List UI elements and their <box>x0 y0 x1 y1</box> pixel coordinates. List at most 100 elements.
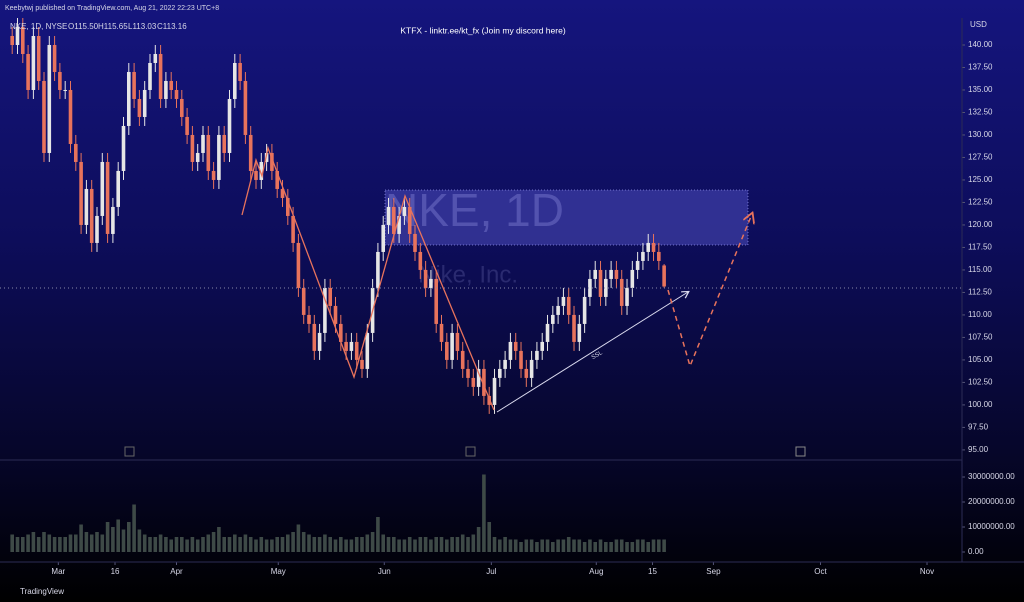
volume-bar <box>503 537 507 552</box>
volume-bar <box>95 532 99 552</box>
legend-high: H115.65 <box>98 22 128 31</box>
volume-bar <box>561 539 566 552</box>
candle-body <box>47 44 52 153</box>
volume-bar <box>609 542 613 552</box>
volume-bar <box>551 542 555 552</box>
candle-body <box>619 278 624 306</box>
candle-body <box>339 323 343 342</box>
candle-body <box>116 170 120 207</box>
volume-bar <box>646 542 651 552</box>
candle-body <box>566 296 571 315</box>
volume-bar <box>466 537 470 552</box>
candle-body <box>222 134 227 153</box>
volume-bar <box>312 537 317 552</box>
volume-bar <box>407 537 412 552</box>
volume-bar <box>556 539 560 552</box>
candle-body <box>195 152 200 162</box>
candle-body <box>445 341 449 360</box>
volume-bar <box>26 534 30 552</box>
symbol: NKE, 1D, NYSE <box>10 22 67 31</box>
volume-bar <box>73 534 78 552</box>
candle-body <box>270 152 274 171</box>
candle-body <box>317 332 322 351</box>
volume-bar <box>482 474 486 552</box>
volume-bar <box>121 529 126 552</box>
candle-body <box>657 251 661 261</box>
volume-tick-label: 30000000.00 <box>968 472 1015 481</box>
candle-body <box>105 161 110 234</box>
volume-bar <box>10 534 14 552</box>
x-tick-label: 16 <box>111 567 120 576</box>
event-icon[interactable] <box>465 446 476 457</box>
footer-brand: TradingView <box>20 587 64 596</box>
candle-body <box>545 323 550 342</box>
candle-body <box>471 377 476 387</box>
candle-body <box>52 44 57 72</box>
candle-body <box>604 278 608 297</box>
volume-bar <box>402 539 407 552</box>
candle-body <box>185 116 189 135</box>
volume-bar <box>111 527 115 552</box>
volume-bar <box>593 542 598 552</box>
candle-body <box>126 71 131 126</box>
candle-body <box>89 188 94 243</box>
candle-body <box>625 287 629 306</box>
volume-bar <box>179 537 184 552</box>
candle-body <box>651 242 656 252</box>
candle-body <box>137 98 142 117</box>
volume-bar <box>185 539 189 552</box>
published: Keebytwj published on TradingView.com, A… <box>5 5 219 12</box>
volume-bar <box>344 539 348 552</box>
candle-body <box>524 368 529 378</box>
candle-body <box>561 296 566 306</box>
currency: USD <box>970 20 987 29</box>
candle-body <box>15 26 20 45</box>
chart-title: KTFX - linktr.ee/kt_fx (Join my discord … <box>400 25 565 35</box>
volume-bar <box>392 537 396 552</box>
y-tick-label: 112.50 <box>968 288 992 297</box>
marks <box>10 18 666 552</box>
candle-body <box>243 80 248 135</box>
candle-body <box>439 323 444 342</box>
candle-body <box>588 278 592 297</box>
volume-bar <box>471 534 476 552</box>
candle-body <box>609 269 613 279</box>
event-icon[interactable] <box>124 446 135 457</box>
volume-bar <box>450 537 454 552</box>
candle-body <box>529 359 534 378</box>
candle-body <box>450 332 454 360</box>
volume-bar <box>158 534 163 552</box>
volume-bar <box>206 534 211 552</box>
candle-body <box>407 206 412 234</box>
candle-body <box>641 251 645 261</box>
volume-bar <box>508 539 513 552</box>
candle-body <box>492 377 497 405</box>
candle-body <box>36 35 41 81</box>
volume-bar <box>381 534 386 552</box>
volume-bar <box>201 537 205 552</box>
volume-bar <box>142 534 147 552</box>
volume-bar <box>291 532 295 552</box>
volume-bar <box>264 539 269 552</box>
y-tick-label: 120.00 <box>968 220 993 229</box>
volume-bar <box>423 537 428 552</box>
volume-bar <box>105 522 110 552</box>
candle-body <box>662 265 666 287</box>
volume-bar <box>243 534 248 552</box>
candle-body <box>312 323 317 351</box>
candle-body <box>211 170 216 180</box>
candle-body <box>556 305 560 315</box>
candle-body <box>646 242 651 252</box>
candle-body <box>301 287 306 315</box>
volume-tick-label: 10000000.00 <box>968 522 1015 531</box>
volume-bar <box>529 539 534 552</box>
volume-bar <box>211 532 216 552</box>
volume-bar <box>445 539 449 552</box>
candle-body <box>572 314 576 342</box>
event-icon[interactable] <box>795 446 806 457</box>
volume-bar <box>248 537 253 552</box>
candle-body <box>476 368 481 387</box>
x-tick-label: 15 <box>648 567 657 576</box>
candle-body <box>429 278 433 288</box>
candle-body <box>275 170 280 189</box>
